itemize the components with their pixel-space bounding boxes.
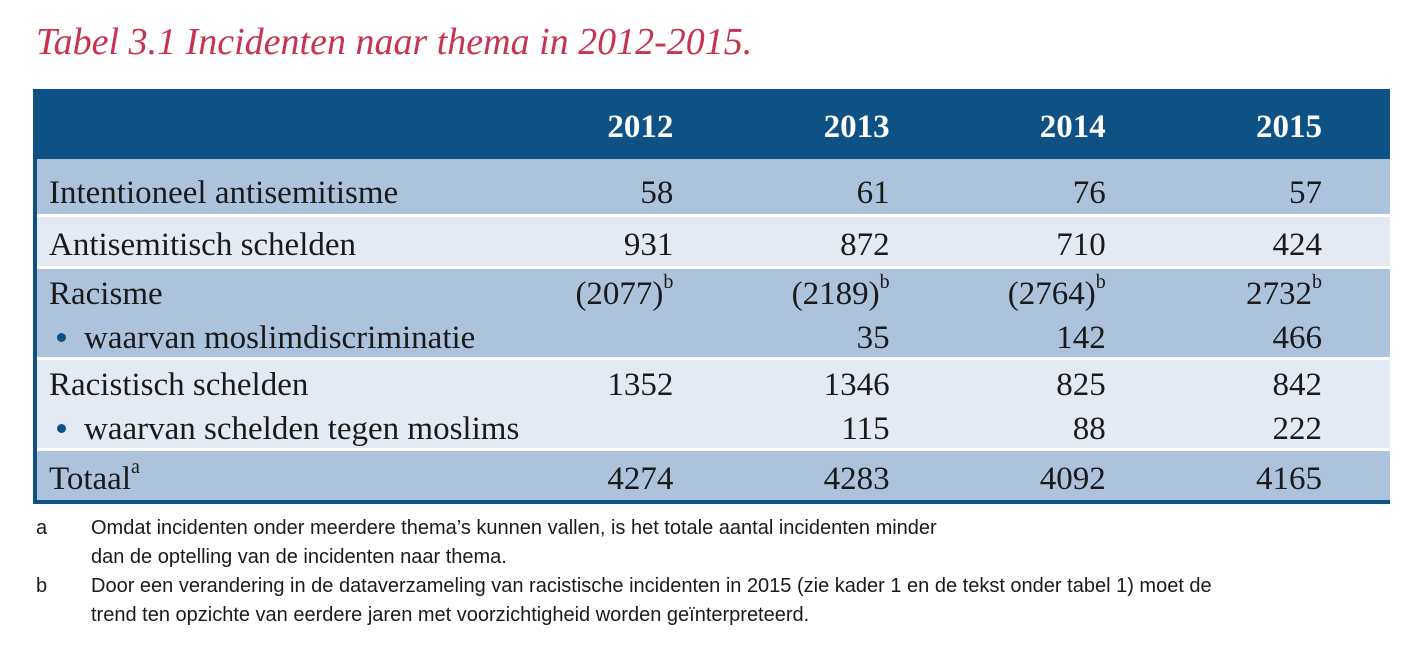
cell-value: 710 — [1056, 227, 1106, 263]
row-label: Racisme — [49, 276, 163, 312]
footnote-marker-b: b — [1312, 271, 1322, 293]
data-table: 2012 2013 2014 2015 Intentioneel antisem… — [37, 89, 1390, 500]
cell-value: 931 — [623, 227, 674, 263]
cell-value: (2077)b — [575, 271, 674, 312]
header-year-2014: 2014 — [1039, 108, 1106, 145]
total-row: Totaala 4274 4283 4092 4165 — [37, 448, 1390, 500]
sub-cell-value: 142 — [1056, 320, 1106, 356]
cell-value: 424 — [1272, 227, 1323, 263]
cell-value: 4283 — [823, 461, 890, 497]
cell-value: 61 — [856, 175, 890, 211]
table-row: Antisemitisch schelden 931 872 710 424 — [37, 214, 1390, 268]
header-year-2012: 2012 — [607, 108, 674, 145]
sub-cell-value: 222 — [1272, 411, 1323, 447]
footnote-a: a Omdat incidenten onder meerdere thema’… — [36, 514, 1221, 572]
bullet-icon — [57, 332, 66, 342]
sub-row-label: waarvan schelden tegen moslims — [49, 404, 525, 448]
cell-value: 1346 — [823, 367, 890, 403]
footnote-marker-b: b — [879, 271, 890, 293]
cell-value: 872 — [840, 227, 890, 263]
sub-row-label: waarvan moslimdiscriminatie — [49, 313, 525, 357]
footnotes: a Omdat incidenten onder meerdere thema’… — [36, 514, 1221, 630]
footnote-marker-b: b — [663, 271, 674, 293]
cell-value: 4274 — [607, 461, 674, 497]
cell-value: 4092 — [1039, 461, 1106, 497]
cell-value: (2189)b — [791, 271, 890, 312]
table-title: Tabel 3.1 Incidenten naar thema in 2012-… — [36, 21, 753, 63]
header-year-2013: 2013 — [823, 108, 890, 145]
footnote-marker-b: b — [1095, 271, 1106, 293]
footnote-key: a — [36, 517, 48, 539]
table-row: Intentioneel antisemitisme 58 61 76 57 — [37, 159, 1390, 216]
footnote-marker-a: a — [130, 456, 140, 478]
row-label: Intentioneel antisemitisme — [49, 175, 399, 211]
sub-cell-value: 35 — [856, 320, 890, 356]
header-year-2015: 2015 — [1256, 108, 1322, 145]
cell-value: (2764)b — [1007, 271, 1106, 312]
table-row: Racisme waarvan moslimdiscriminatie (207… — [37, 266, 1390, 359]
sub-cell-value: 88 — [1072, 411, 1106, 447]
header-row: 2012 2013 2014 2015 — [37, 89, 1390, 159]
cell-value: 76 — [1072, 175, 1106, 211]
sub-cell-value: 466 — [1272, 320, 1323, 356]
bullet-icon — [57, 423, 66, 433]
footnote-b: b Door een verandering in de dataverzame… — [36, 572, 1221, 630]
row-label: Racistisch schelden — [49, 367, 309, 403]
cell-value: 825 — [1056, 367, 1106, 403]
sub-cell-value — [525, 404, 673, 448]
incident-table: 2012 2013 2014 2015 Intentioneel antisem… — [33, 89, 1390, 504]
footnote-text: Omdat incidenten onder meerdere thema’s … — [91, 517, 937, 568]
cell-value: 57 — [1289, 175, 1322, 211]
cell-value: 1352 — [607, 367, 674, 403]
footnote-text: Door een verandering in de dataverzameli… — [91, 575, 1212, 626]
cell-value: 2732b — [1246, 271, 1322, 312]
cell-value: 842 — [1272, 367, 1323, 403]
table-row: Racistisch schelden waarvan schelden teg… — [37, 357, 1390, 450]
cell-value: 4165 — [1256, 461, 1322, 497]
sub-cell-value: 115 — [841, 411, 890, 447]
header-blank — [37, 89, 525, 159]
row-label: Antisemitisch schelden — [49, 227, 357, 263]
footnote-key: b — [36, 575, 48, 597]
sub-cell-value — [525, 313, 673, 357]
row-label: Totaala — [49, 456, 140, 497]
cell-value: 58 — [640, 175, 674, 211]
